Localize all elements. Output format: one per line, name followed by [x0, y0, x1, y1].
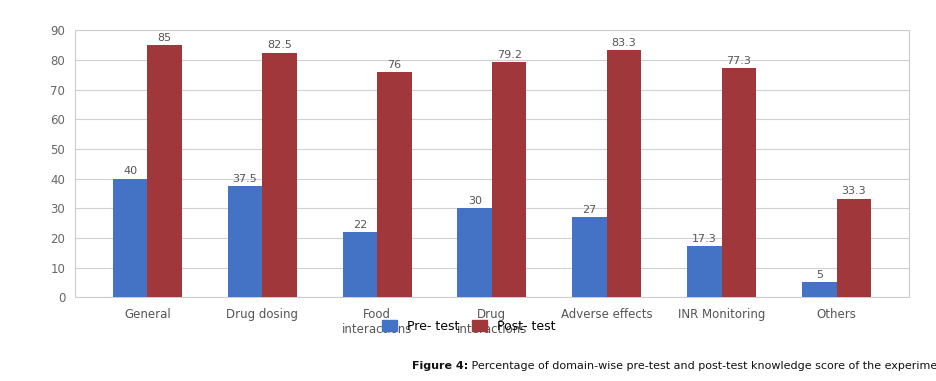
Text: 22: 22 [352, 219, 367, 230]
Text: Percentage of domain-wise pre-test and post-test knowledge score of the experime: Percentage of domain-wise pre-test and p… [468, 362, 936, 371]
Bar [227, 186, 262, 297]
Bar [801, 282, 836, 297]
Text: 5: 5 [815, 270, 822, 280]
Bar [262, 53, 297, 297]
Bar [607, 50, 640, 297]
Text: 33.3: 33.3 [841, 186, 865, 196]
Text: 85: 85 [157, 33, 171, 43]
Text: 40: 40 [123, 166, 137, 176]
Text: 77.3: 77.3 [725, 56, 751, 66]
Bar [572, 217, 607, 297]
Text: 27: 27 [582, 205, 596, 215]
Bar [457, 208, 491, 297]
Text: Figure 4:: Figure 4: [412, 362, 468, 371]
Text: 30: 30 [467, 196, 481, 206]
Bar [836, 199, 870, 297]
Legend: Pre- test, Post- test: Pre- test, Post- test [377, 316, 559, 337]
Bar [112, 179, 147, 297]
Text: 79.2: 79.2 [496, 50, 521, 60]
Bar [147, 45, 182, 297]
Bar [343, 232, 376, 297]
Text: 17.3: 17.3 [692, 234, 716, 243]
Text: 76: 76 [387, 59, 401, 70]
Text: 37.5: 37.5 [232, 174, 257, 184]
Text: 82.5: 82.5 [267, 40, 291, 50]
Bar [376, 72, 411, 297]
Bar [721, 68, 755, 297]
Bar [491, 62, 526, 297]
Text: 83.3: 83.3 [611, 38, 636, 48]
Bar [686, 246, 721, 297]
